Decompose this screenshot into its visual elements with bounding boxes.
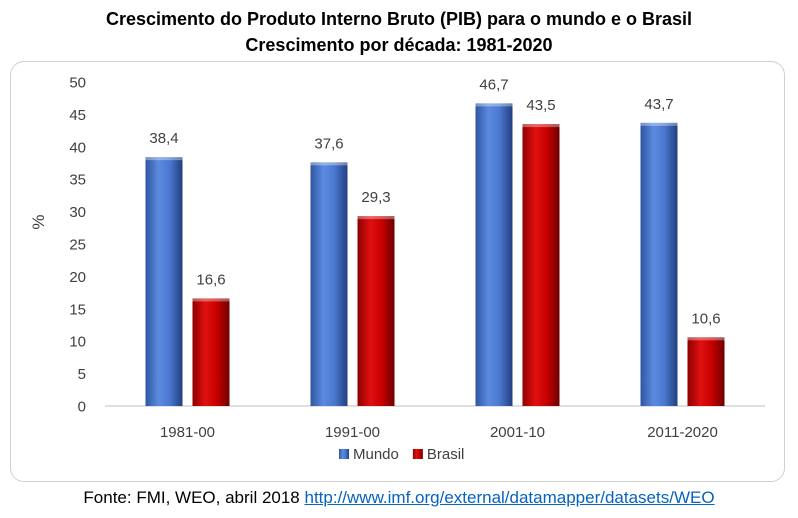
y-tick-label: 0	[78, 399, 86, 416]
bar-mundo-2	[310, 162, 348, 406]
y-tick-label: 15	[69, 301, 86, 318]
bar-cap	[640, 122, 678, 126]
x-tick-label: 1991-00	[325, 424, 380, 441]
data-label-mundo: 46,7	[479, 76, 508, 93]
bar-cap	[687, 337, 725, 341]
legend-swatch-brasil	[412, 449, 423, 459]
source-text: Fonte: FMI, WEO, abril 2018	[83, 488, 300, 507]
data-label-brasil: 10,6	[691, 310, 720, 327]
data-label-brasil: 43,5	[526, 97, 555, 114]
legend-swatch-mundo	[339, 449, 349, 459]
y-tick-label: 30	[69, 204, 86, 221]
chart-title: Crescimento do Produto Interno Bruto (PI…	[105, 9, 693, 29]
data-label-mundo: 43,7	[644, 96, 673, 113]
bar-brasil-1	[192, 298, 230, 406]
source-link[interactable]: http://www.imf.org/external/datamapper/d…	[304, 488, 715, 507]
bar-mundo-3	[475, 103, 513, 406]
y-tick-label: 5	[78, 366, 86, 383]
bar-brasil-2	[357, 216, 395, 406]
bar-mundo-4	[640, 122, 678, 406]
y-tick-label: 35	[69, 172, 86, 189]
data-label-brasil: 29,3	[361, 189, 390, 206]
legend-label-brasil: Brasil	[427, 446, 465, 463]
y-tick-label: 10	[69, 334, 86, 351]
x-tick-label: 1981-00	[160, 424, 215, 441]
bar-cap	[357, 216, 395, 220]
source-note: Fonte: FMI, WEO, abril 2018 http://www.i…	[0, 488, 798, 508]
y-tick-label: 50	[69, 75, 86, 92]
bar-cap	[475, 103, 513, 107]
y-tick-label: 25	[69, 237, 86, 254]
y-tick-label: 45	[69, 107, 86, 124]
bar-brasil-3	[522, 124, 560, 407]
x-tick-label: 2001-10	[490, 424, 545, 441]
bar-cap	[522, 124, 560, 128]
data-label-mundo: 37,6	[314, 135, 343, 152]
y-tick-label: 20	[69, 269, 86, 286]
bar-cap	[310, 162, 348, 166]
bar-mundo-1	[145, 157, 183, 406]
x-tick-label: 2011-2020	[647, 424, 718, 441]
bar-cap	[192, 298, 230, 302]
bar-brasil-4	[687, 337, 725, 406]
data-label-brasil: 16,6	[196, 271, 225, 288]
legend-label-mundo: Mundo	[353, 446, 399, 463]
bar-cap	[145, 157, 183, 161]
chart-subtitle: Crescimento por década: 1981-2020	[245, 35, 553, 55]
y-tick-label: 40	[69, 139, 86, 156]
y-axis-label: %	[29, 214, 48, 229]
data-label-mundo: 38,4	[149, 130, 178, 147]
